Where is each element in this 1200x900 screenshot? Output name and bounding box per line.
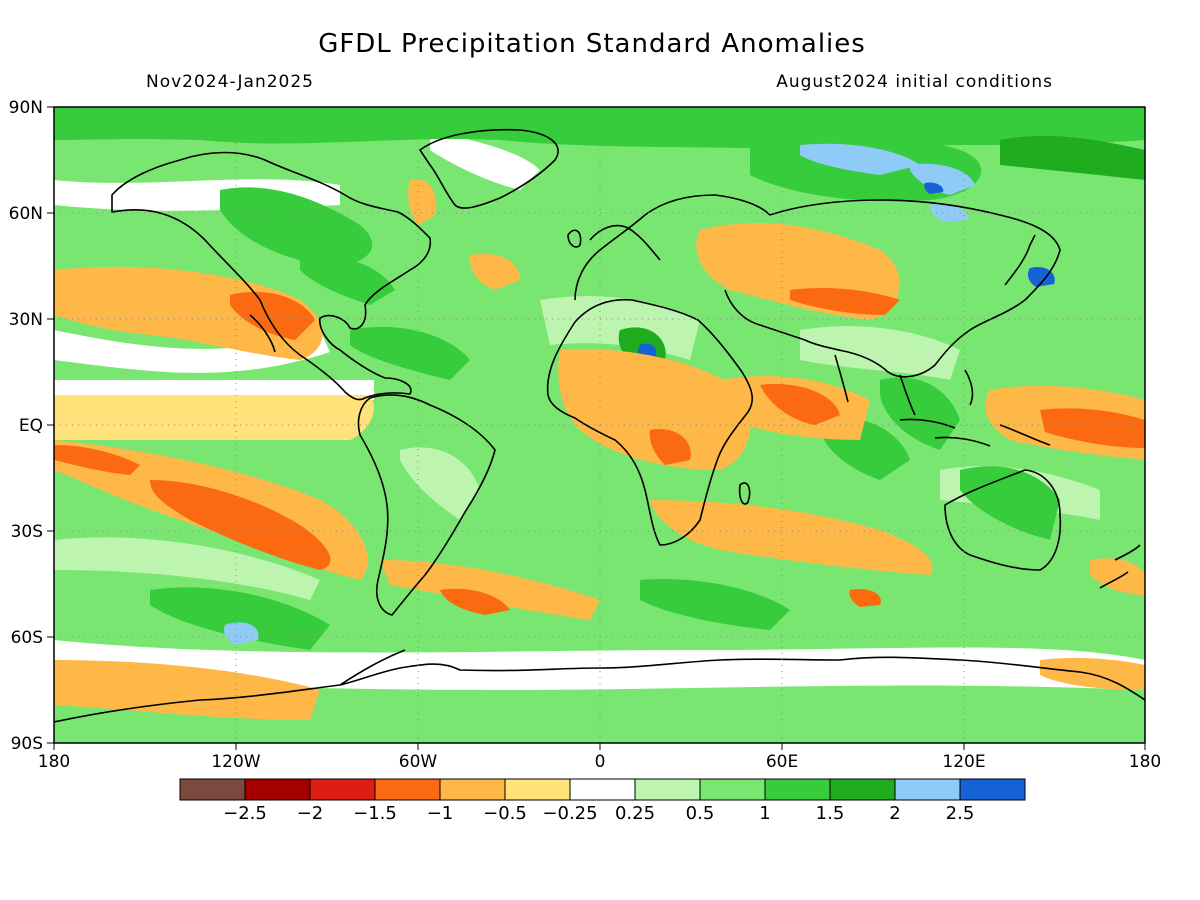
colorbar-swatch <box>309 778 376 801</box>
colorbar-label: 0.5 <box>686 803 715 824</box>
anomaly-field <box>54 107 1145 743</box>
colorbar-swatch <box>504 778 571 801</box>
x-tick-label: 0 <box>595 752 606 772</box>
initial-conditions: August2024 initial conditions <box>776 72 1053 92</box>
map-title: GFDL Precipitation Standard Anomalies <box>318 29 866 59</box>
x-tick-label: 180 <box>38 752 70 772</box>
y-tick-label: 60S <box>11 628 43 648</box>
colorbar: −2.5 −2 −1.5 −1 −0.5 −0.25 0.25 0.5 1 1.5 2 2.5 <box>179 778 1026 824</box>
colorbar-label: −2.5 <box>223 803 267 824</box>
colorbar-swatch <box>829 778 896 801</box>
colorbar-label: −2 <box>297 803 324 824</box>
forecast-period: Nov2024-Jan2025 <box>146 72 314 92</box>
colorbar-label: −0.5 <box>483 803 527 824</box>
colorbar-label: 1.5 <box>816 803 845 824</box>
colorbar-swatch <box>439 778 506 801</box>
x-tick-label: 60W <box>399 752 438 772</box>
colorbar-swatch <box>959 778 1026 801</box>
colorbar-label: 2.5 <box>946 803 975 824</box>
y-tick-label: EQ <box>19 416 43 436</box>
colorbar-swatch <box>374 778 441 801</box>
x-axis-ticks: 180 120W 60W 0 60E 120E 180 <box>38 743 1161 772</box>
colorbar-label: −0.25 <box>542 803 597 824</box>
colorbar-swatch <box>634 778 701 801</box>
colorbar-label: −1 <box>427 803 454 824</box>
y-tick-label: 30N <box>9 310 43 330</box>
x-tick-label: 60E <box>766 752 798 772</box>
colorbar-label: 2 <box>889 803 900 824</box>
x-tick-label: 180 <box>1129 752 1161 772</box>
colorbar-label: −1.5 <box>353 803 397 824</box>
colorbar-swatch <box>244 778 311 801</box>
colorbar-label: 0.25 <box>615 803 655 824</box>
colorbar-swatch <box>179 778 246 801</box>
y-tick-label: 90S <box>11 734 43 754</box>
y-tick-label: 30S <box>11 522 43 542</box>
colorbar-swatch <box>569 778 636 801</box>
y-tick-label: 60N <box>9 204 43 224</box>
y-axis-ticks: 90N 60N 30N EQ 30S 60S 90S <box>9 98 54 754</box>
gridlines <box>54 107 1145 743</box>
y-tick-label: 90N <box>9 98 43 118</box>
colorbar-swatch <box>699 778 766 801</box>
colorbar-label: 1 <box>759 803 770 824</box>
coastlines <box>54 128 1145 723</box>
x-tick-label: 120E <box>942 752 985 772</box>
colorbar-swatch <box>894 778 961 801</box>
colorbar-swatch <box>764 778 831 801</box>
x-tick-label: 120W <box>211 752 260 772</box>
